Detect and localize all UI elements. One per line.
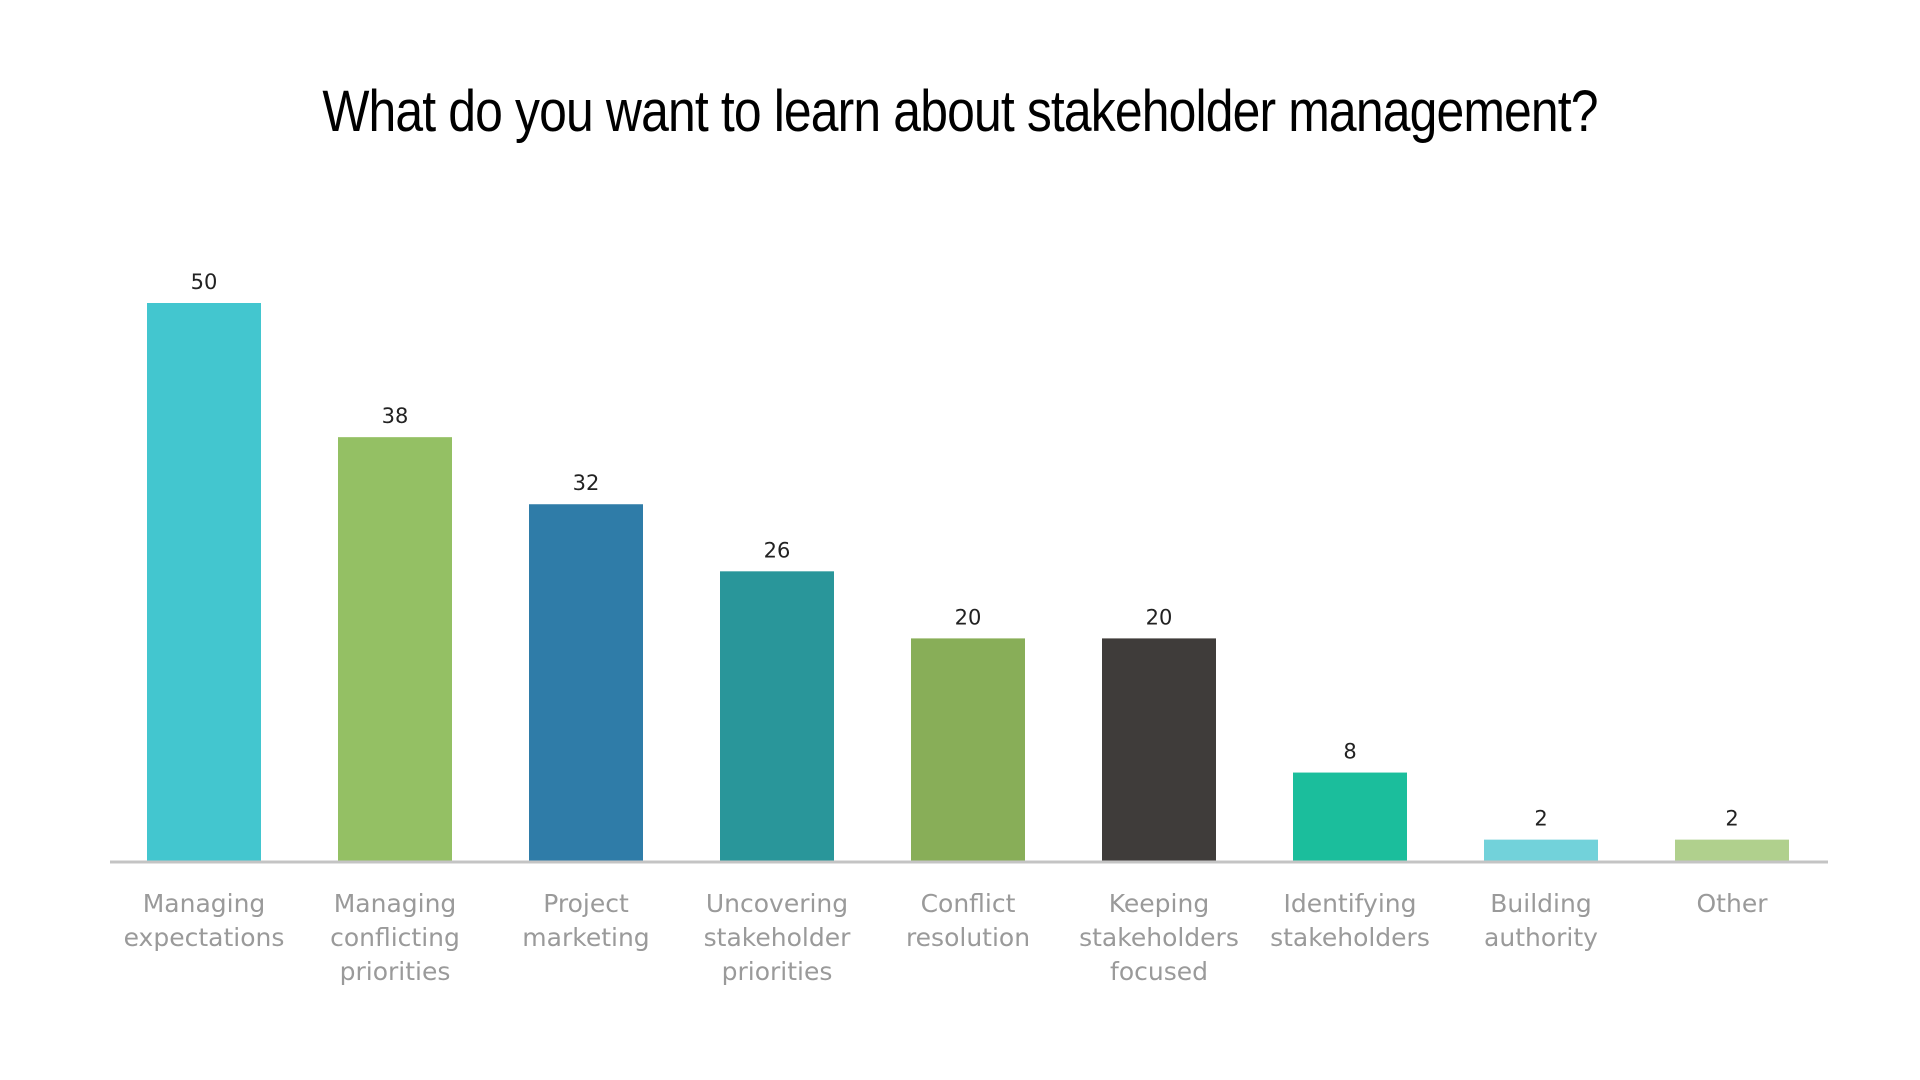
category-label-6: Identifying stakeholders [1270,889,1430,952]
category-label-line: Other [1697,889,1769,918]
category-label-line: resolution [906,923,1030,952]
bar-7 [1484,839,1598,862]
category-label-line: priorities [722,957,833,986]
category-label-line: Project [543,889,629,918]
category-label-line: stakeholder [704,923,851,952]
bar-3 [720,571,834,862]
value-labels-group: 50 38 32 26 20 20 8 2 2 [191,270,1739,831]
value-label-6: 8 [1343,740,1356,764]
category-label-line: Managing [334,889,457,918]
category-label-8: Other [1697,889,1769,918]
category-label-line: Conflict [921,889,1016,918]
bar-5 [1102,638,1216,862]
category-label-1: Managing conflicting priorities [330,889,460,986]
value-label-7: 2 [1534,807,1547,831]
category-labels-group: Managing expectations Managing conflicting p… [124,889,1769,986]
value-label-1: 38 [382,404,409,428]
category-label-4: Conflict resolution [906,889,1030,952]
category-label-line: stakeholders [1079,923,1239,952]
value-label-8: 2 [1725,807,1738,831]
bars-group [147,303,1789,862]
category-label-5: Keeping stakeholders focused [1079,889,1239,986]
bar-6 [1293,772,1407,862]
value-label-4: 20 [955,605,982,629]
value-label-0: 50 [191,270,218,294]
category-label-line: priorities [340,957,451,986]
category-label-0: Managing expectations [124,889,285,952]
category-label-line: authority [1484,923,1598,952]
value-label-2: 32 [573,471,600,495]
value-label-3: 26 [764,538,791,562]
bar-0 [147,303,261,862]
chart-title: What do you want to learn about stakehol… [322,79,1598,144]
category-label-line: Managing [143,889,266,918]
category-label-line: stakeholders [1270,923,1430,952]
value-label-5: 20 [1146,605,1173,629]
category-label-7: Building authority [1484,889,1598,952]
bar-2 [529,504,643,862]
category-label-line: focused [1110,957,1208,986]
bar-4 [911,638,1025,862]
bar-1 [338,437,452,862]
category-label-3: Uncovering stakeholder priorities [704,889,851,986]
category-label-line: marketing [522,923,649,952]
category-label-line: Identifying [1283,889,1416,918]
bar-8 [1675,839,1789,862]
category-label-line: conflicting [330,923,460,952]
category-label-line: Building [1490,889,1591,918]
category-label-line: Uncovering [706,889,848,918]
category-label-2: Project marketing [522,889,649,952]
category-label-line: Keeping [1109,889,1209,918]
category-label-line: expectations [124,923,285,952]
